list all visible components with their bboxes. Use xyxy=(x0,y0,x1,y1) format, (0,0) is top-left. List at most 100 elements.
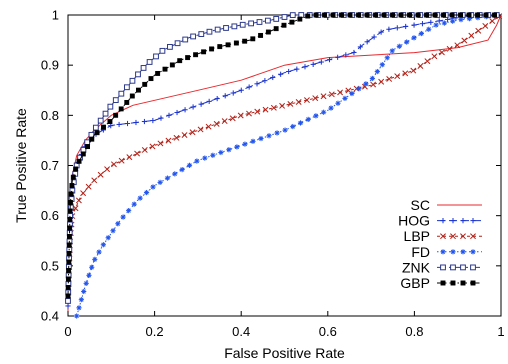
marker-stroke xyxy=(181,132,188,138)
data-point xyxy=(438,49,445,56)
data-point xyxy=(189,129,196,136)
marker-stroke xyxy=(237,112,244,119)
data-point xyxy=(330,12,336,18)
data-point xyxy=(102,110,109,117)
marker-stroke xyxy=(440,249,446,254)
data-point xyxy=(193,52,199,58)
data-point xyxy=(153,53,159,60)
data-point xyxy=(112,97,119,104)
data-point xyxy=(91,177,98,184)
marker-stroke xyxy=(475,27,482,34)
marker-stroke xyxy=(126,154,133,161)
legend-marker xyxy=(470,264,476,271)
data-point xyxy=(120,214,126,220)
data-point xyxy=(162,66,168,72)
data-point xyxy=(140,65,147,71)
data-point xyxy=(146,59,153,65)
data-point xyxy=(446,45,453,52)
data-point xyxy=(177,58,183,64)
marker-stroke xyxy=(460,233,466,240)
data-point xyxy=(290,123,296,130)
data-point xyxy=(246,110,252,117)
data-point xyxy=(384,55,390,61)
data-point xyxy=(116,121,122,128)
data-point xyxy=(172,171,178,177)
data-point xyxy=(107,103,114,110)
marker-stroke xyxy=(165,137,172,144)
marker-stroke xyxy=(394,73,401,80)
data-point xyxy=(65,293,71,299)
data-point xyxy=(415,12,421,18)
marker-stroke xyxy=(110,228,116,233)
data-point xyxy=(278,71,284,77)
data-point xyxy=(239,21,246,28)
series-line-gbp xyxy=(67,14,501,296)
marker-stroke xyxy=(295,99,302,105)
data-point xyxy=(65,303,71,309)
marker-stroke xyxy=(386,75,393,82)
data-point xyxy=(328,105,334,111)
data-point xyxy=(197,126,204,133)
marker-stroke xyxy=(470,249,476,254)
marker-stroke xyxy=(72,205,79,212)
marker-stroke xyxy=(450,19,455,24)
data-point xyxy=(424,12,430,18)
data-point xyxy=(262,106,269,113)
data-point xyxy=(356,86,362,92)
data-point xyxy=(233,40,239,46)
data-point xyxy=(475,27,482,34)
data-point xyxy=(258,135,264,142)
data-point xyxy=(221,118,228,125)
legend-marker xyxy=(450,280,456,286)
legend-marker xyxy=(440,264,446,271)
data-point xyxy=(322,12,328,18)
data-point xyxy=(489,18,496,25)
data-point xyxy=(190,104,196,110)
series-sc xyxy=(67,14,502,312)
y-tick-label: 0.4 xyxy=(41,309,59,324)
data-point xyxy=(218,149,224,156)
data-point xyxy=(209,46,215,52)
marker-stroke xyxy=(342,96,348,101)
marker-stroke xyxy=(290,124,295,129)
marker-stroke xyxy=(328,91,335,98)
marker-stroke xyxy=(442,20,447,26)
series-line-lbp xyxy=(67,14,502,301)
marker-stroke xyxy=(229,115,236,122)
marker-stroke xyxy=(438,49,445,56)
data-point xyxy=(115,221,121,227)
data-point xyxy=(407,12,413,18)
data-point xyxy=(349,90,355,97)
data-point xyxy=(214,26,221,33)
marker-stroke xyxy=(458,17,464,22)
series-hog xyxy=(65,12,501,309)
marker-stroke xyxy=(431,53,438,60)
marker-stroke xyxy=(132,202,137,207)
data-point xyxy=(86,272,92,278)
data-point xyxy=(386,26,392,32)
data-point xyxy=(174,109,180,116)
data-point xyxy=(105,235,111,241)
data-point xyxy=(258,32,264,38)
data-point xyxy=(461,37,468,44)
data-point xyxy=(97,117,104,124)
data-point xyxy=(124,120,131,127)
data-point xyxy=(97,171,104,178)
marker-stroke xyxy=(194,158,200,164)
data-point xyxy=(328,91,335,98)
data-point xyxy=(78,297,84,303)
marker-stroke xyxy=(380,62,385,67)
data-point xyxy=(137,195,143,201)
legend-marker xyxy=(460,249,466,255)
marker-stroke xyxy=(150,184,156,190)
marker-stroke xyxy=(320,93,327,100)
marker-stroke xyxy=(450,233,456,240)
data-point xyxy=(92,256,98,262)
data-point xyxy=(131,201,137,207)
marker-stroke xyxy=(202,155,207,161)
x-tick-label: 0 xyxy=(64,324,71,339)
plot-area: 0 0.2 0.4 0.6 0.8 1 0.4 0.5 0.6 0.7 0.8 0.9 1 xyxy=(41,8,505,340)
marker-stroke xyxy=(205,123,212,130)
data-point xyxy=(381,12,387,18)
